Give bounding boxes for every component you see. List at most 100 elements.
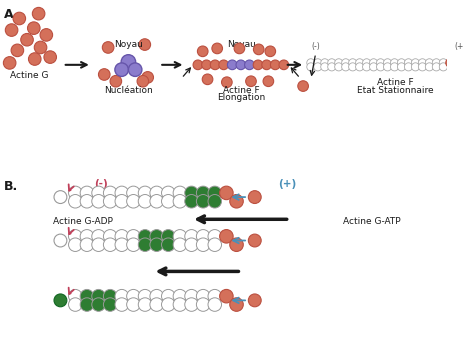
Circle shape	[248, 294, 261, 307]
Circle shape	[80, 298, 94, 311]
Circle shape	[432, 59, 440, 67]
Circle shape	[121, 55, 136, 69]
Circle shape	[150, 194, 163, 208]
Circle shape	[138, 194, 152, 208]
Circle shape	[103, 298, 117, 311]
Circle shape	[185, 298, 198, 311]
Circle shape	[185, 289, 198, 303]
Text: Noyau: Noyau	[227, 40, 256, 49]
Circle shape	[432, 63, 440, 71]
Circle shape	[369, 63, 378, 71]
Text: (-): (-)	[311, 42, 320, 51]
Circle shape	[127, 194, 140, 208]
Circle shape	[69, 298, 82, 311]
Circle shape	[404, 59, 413, 67]
Circle shape	[69, 238, 82, 251]
Circle shape	[80, 289, 94, 303]
Circle shape	[138, 238, 152, 251]
Circle shape	[349, 59, 357, 67]
Circle shape	[11, 44, 24, 57]
Circle shape	[425, 63, 433, 71]
Circle shape	[103, 238, 117, 251]
Circle shape	[230, 298, 243, 311]
Circle shape	[356, 63, 364, 71]
Circle shape	[253, 44, 264, 55]
Circle shape	[196, 229, 210, 243]
Circle shape	[219, 60, 229, 70]
Circle shape	[397, 59, 406, 67]
Circle shape	[196, 194, 210, 208]
Circle shape	[13, 12, 25, 25]
Circle shape	[92, 289, 105, 303]
Circle shape	[162, 186, 175, 200]
Circle shape	[115, 238, 129, 251]
Circle shape	[5, 24, 18, 36]
Circle shape	[40, 28, 53, 41]
Circle shape	[185, 229, 198, 243]
Circle shape	[80, 186, 94, 200]
Circle shape	[127, 238, 140, 251]
Circle shape	[253, 60, 263, 70]
Circle shape	[92, 229, 105, 243]
Circle shape	[103, 289, 117, 303]
Circle shape	[138, 229, 152, 243]
Circle shape	[138, 298, 152, 311]
Text: Actine F: Actine F	[377, 78, 413, 87]
Circle shape	[27, 22, 40, 34]
Circle shape	[321, 63, 329, 71]
Text: Actine G: Actine G	[10, 71, 48, 80]
Circle shape	[54, 191, 67, 203]
Circle shape	[3, 57, 16, 69]
Circle shape	[342, 59, 350, 67]
Circle shape	[208, 229, 221, 243]
Circle shape	[69, 229, 82, 243]
Circle shape	[115, 229, 129, 243]
Circle shape	[212, 43, 223, 54]
Circle shape	[110, 75, 122, 87]
Circle shape	[219, 289, 233, 303]
Circle shape	[103, 186, 117, 200]
Circle shape	[54, 294, 67, 307]
Circle shape	[376, 59, 385, 67]
Circle shape	[185, 238, 198, 251]
Circle shape	[173, 298, 187, 311]
Circle shape	[138, 186, 152, 200]
Circle shape	[127, 186, 140, 200]
Circle shape	[335, 59, 343, 67]
Circle shape	[219, 229, 233, 243]
Circle shape	[150, 298, 163, 311]
Circle shape	[173, 289, 187, 303]
Circle shape	[150, 186, 163, 200]
Circle shape	[162, 289, 175, 303]
Circle shape	[150, 238, 163, 251]
Circle shape	[270, 60, 280, 70]
Circle shape	[173, 229, 187, 243]
Circle shape	[307, 63, 315, 71]
Circle shape	[376, 63, 385, 71]
Circle shape	[328, 63, 336, 71]
Circle shape	[99, 69, 110, 80]
Circle shape	[80, 194, 94, 208]
Text: (+): (+)	[455, 42, 463, 51]
Circle shape	[390, 63, 399, 71]
Circle shape	[335, 63, 343, 71]
Circle shape	[162, 298, 175, 311]
Circle shape	[279, 60, 288, 70]
Circle shape	[92, 298, 105, 311]
Circle shape	[115, 194, 129, 208]
Text: Nucléation: Nucléation	[104, 86, 153, 95]
Text: (-): (-)	[94, 179, 108, 189]
Circle shape	[139, 39, 150, 50]
Circle shape	[127, 229, 140, 243]
Circle shape	[173, 238, 187, 251]
Circle shape	[412, 59, 419, 67]
Circle shape	[248, 234, 261, 247]
Circle shape	[363, 63, 371, 71]
Circle shape	[412, 63, 419, 71]
Circle shape	[208, 289, 221, 303]
Circle shape	[34, 41, 47, 54]
Circle shape	[425, 59, 433, 67]
Circle shape	[138, 289, 152, 303]
Circle shape	[128, 63, 142, 76]
Circle shape	[103, 194, 117, 208]
